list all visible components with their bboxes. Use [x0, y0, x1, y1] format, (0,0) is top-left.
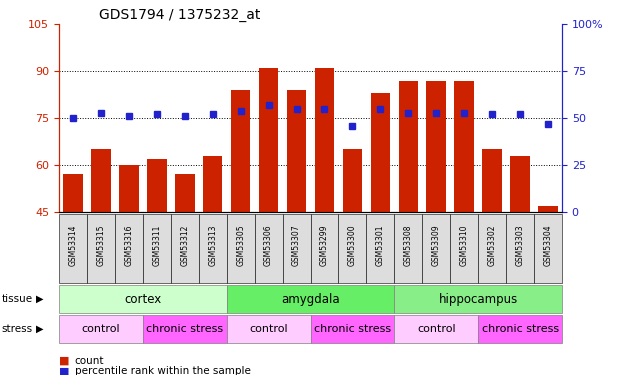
Text: cortex: cortex — [124, 292, 161, 306]
FancyBboxPatch shape — [478, 214, 506, 283]
Text: stress: stress — [1, 324, 32, 334]
Text: GSM53303: GSM53303 — [515, 224, 525, 266]
FancyBboxPatch shape — [534, 214, 562, 283]
Text: chronic stress: chronic stress — [481, 324, 559, 334]
Text: GSM53305: GSM53305 — [236, 224, 245, 266]
Bar — [343, 149, 362, 212]
FancyBboxPatch shape — [59, 214, 87, 283]
Bar — [259, 68, 278, 212]
Text: count: count — [75, 356, 104, 366]
Text: control: control — [81, 324, 120, 334]
Text: GDS1794 / 1375232_at: GDS1794 / 1375232_at — [99, 8, 261, 22]
Text: ■: ■ — [59, 356, 70, 366]
FancyBboxPatch shape — [227, 285, 394, 313]
Bar — [63, 174, 83, 212]
FancyBboxPatch shape — [87, 214, 115, 283]
Text: control: control — [417, 324, 456, 334]
FancyBboxPatch shape — [283, 214, 310, 283]
FancyBboxPatch shape — [394, 315, 478, 343]
Text: GSM53311: GSM53311 — [152, 224, 161, 266]
Text: ▶: ▶ — [36, 324, 43, 334]
Text: GSM53304: GSM53304 — [543, 224, 553, 266]
Bar — [483, 149, 502, 212]
Text: GSM53310: GSM53310 — [460, 224, 469, 266]
Text: percentile rank within the sample: percentile rank within the sample — [75, 366, 250, 375]
Text: tissue: tissue — [1, 294, 32, 304]
FancyBboxPatch shape — [394, 285, 562, 313]
Text: GSM53300: GSM53300 — [348, 224, 357, 266]
FancyBboxPatch shape — [478, 315, 562, 343]
Text: ▶: ▶ — [36, 294, 43, 304]
Bar — [203, 156, 222, 212]
Text: GSM53307: GSM53307 — [292, 224, 301, 266]
Text: GSM53316: GSM53316 — [124, 224, 134, 266]
Text: GSM53308: GSM53308 — [404, 224, 413, 266]
Bar — [119, 165, 138, 212]
FancyBboxPatch shape — [310, 315, 394, 343]
Text: GSM53309: GSM53309 — [432, 224, 441, 266]
Bar — [455, 81, 474, 212]
Bar — [175, 174, 194, 212]
FancyBboxPatch shape — [227, 214, 255, 283]
Bar — [510, 156, 530, 212]
Bar — [399, 81, 418, 212]
Text: amygdala: amygdala — [281, 292, 340, 306]
Bar — [538, 206, 558, 212]
FancyBboxPatch shape — [450, 214, 478, 283]
Text: chronic stress: chronic stress — [146, 324, 224, 334]
Text: GSM53299: GSM53299 — [320, 224, 329, 266]
Text: GSM53306: GSM53306 — [264, 224, 273, 266]
FancyBboxPatch shape — [143, 214, 171, 283]
Text: control: control — [249, 324, 288, 334]
Bar — [371, 93, 390, 212]
Bar — [287, 90, 306, 212]
FancyBboxPatch shape — [115, 214, 143, 283]
FancyBboxPatch shape — [338, 214, 366, 283]
FancyBboxPatch shape — [394, 214, 422, 283]
FancyBboxPatch shape — [366, 214, 394, 283]
FancyBboxPatch shape — [199, 214, 227, 283]
Bar — [91, 149, 111, 212]
FancyBboxPatch shape — [59, 315, 143, 343]
FancyBboxPatch shape — [171, 214, 199, 283]
Text: ■: ■ — [59, 366, 70, 375]
Text: GSM53312: GSM53312 — [180, 224, 189, 266]
Bar — [315, 68, 334, 212]
Text: GSM53301: GSM53301 — [376, 224, 385, 266]
FancyBboxPatch shape — [310, 214, 338, 283]
FancyBboxPatch shape — [227, 315, 310, 343]
Text: GSM53313: GSM53313 — [208, 224, 217, 266]
Bar — [427, 81, 446, 212]
Bar — [147, 159, 166, 212]
Text: GSM53302: GSM53302 — [487, 224, 497, 266]
FancyBboxPatch shape — [255, 214, 283, 283]
Text: chronic stress: chronic stress — [314, 324, 391, 334]
FancyBboxPatch shape — [59, 285, 227, 313]
Text: GSM53315: GSM53315 — [96, 224, 106, 266]
FancyBboxPatch shape — [143, 315, 227, 343]
FancyBboxPatch shape — [506, 214, 534, 283]
Text: GSM53314: GSM53314 — [68, 224, 78, 266]
Text: hippocampus: hippocampus — [438, 292, 518, 306]
Bar — [231, 90, 250, 212]
FancyBboxPatch shape — [422, 214, 450, 283]
